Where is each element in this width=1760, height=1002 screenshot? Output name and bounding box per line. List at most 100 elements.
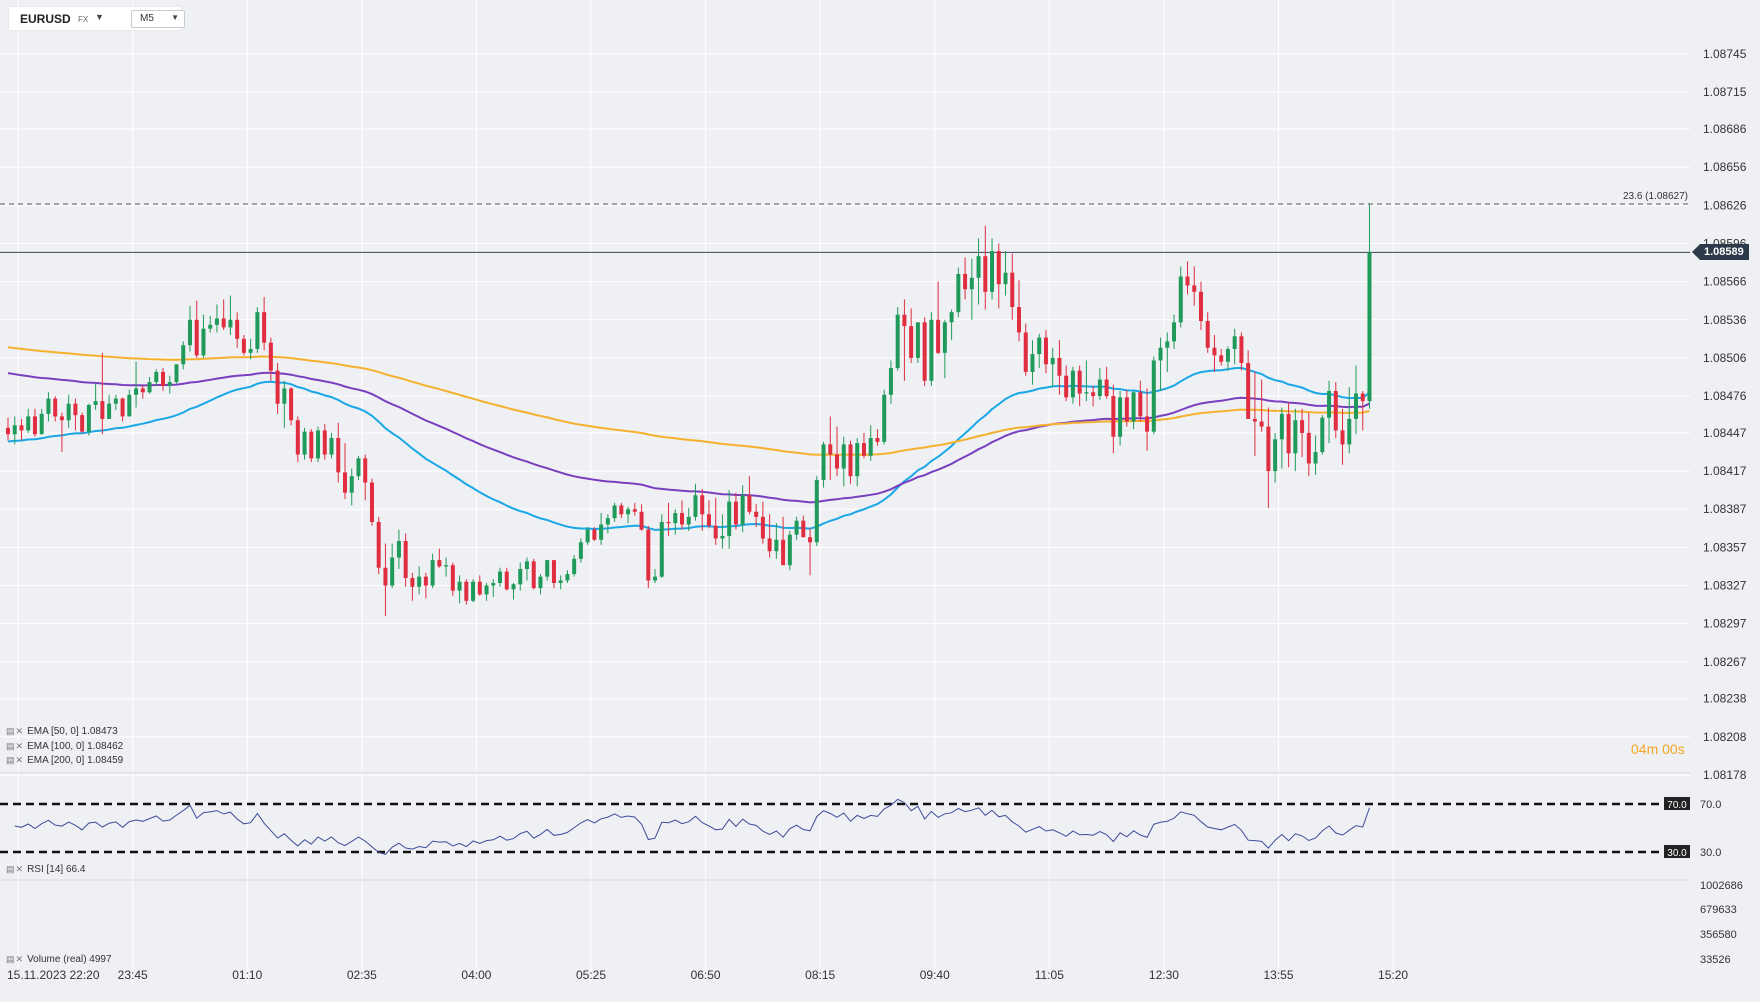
legend-ema200[interactable]: ▤✕ EMA [200, 0] 1.08459 bbox=[6, 755, 123, 766]
candle-countdown: 04m 00s bbox=[1631, 741, 1685, 757]
price-tick: 1.08447 bbox=[1703, 426, 1747, 440]
candle bbox=[531, 558, 536, 590]
candle bbox=[457, 575, 462, 604]
legend-ema100[interactable]: ▤✕ EMA [100, 0] 1.08462 bbox=[6, 741, 123, 752]
candle-body bbox=[1239, 336, 1244, 363]
candle bbox=[423, 572, 428, 599]
candle-body bbox=[996, 251, 1001, 285]
price-tick: 1.08745 bbox=[1703, 47, 1747, 61]
candle-body bbox=[1145, 416, 1150, 432]
candle bbox=[1091, 385, 1096, 407]
close-icon[interactable]: ✕ bbox=[15, 755, 24, 765]
symbol-dropdown-icon[interactable]: ▼ bbox=[95, 12, 104, 22]
settings-icon[interactable]: ▤ bbox=[6, 864, 15, 874]
candle bbox=[1279, 407, 1284, 469]
candle-body bbox=[1354, 393, 1358, 419]
candle bbox=[1273, 432, 1278, 483]
close-icon[interactable]: ✕ bbox=[15, 864, 24, 874]
candle-body bbox=[268, 342, 273, 371]
candle-body bbox=[1333, 390, 1338, 431]
candle-body bbox=[1266, 426, 1271, 472]
candle-body bbox=[316, 430, 321, 459]
candle-body bbox=[12, 425, 17, 435]
settings-icon[interactable]: ▤ bbox=[6, 954, 15, 964]
candle bbox=[1198, 281, 1203, 330]
candle-body bbox=[727, 501, 732, 536]
settings-icon[interactable]: ▤ bbox=[6, 726, 15, 736]
legend-label: EMA [200, 0] 1.08459 bbox=[27, 755, 124, 766]
price-tick: 1.08297 bbox=[1703, 617, 1747, 631]
candle bbox=[996, 243, 1001, 309]
candle bbox=[976, 238, 981, 305]
candle bbox=[956, 267, 961, 318]
time-tick: 15:20 bbox=[1378, 968, 1408, 982]
candle bbox=[39, 408, 44, 435]
candle-body bbox=[26, 416, 31, 431]
close-icon[interactable]: ✕ bbox=[15, 741, 24, 751]
candle-body bbox=[511, 584, 516, 590]
countdown-minutes-unit: m bbox=[1646, 741, 1659, 757]
candle-body bbox=[1097, 379, 1102, 397]
candle bbox=[1017, 280, 1021, 342]
candle bbox=[1151, 356, 1156, 435]
rsi-upper-tag: 70.0 bbox=[1667, 800, 1687, 811]
candle-body bbox=[1043, 337, 1048, 365]
candle bbox=[760, 501, 765, 544]
candle-body bbox=[882, 394, 887, 442]
candle bbox=[922, 317, 927, 386]
candle-body bbox=[700, 495, 705, 515]
candle bbox=[814, 476, 819, 547]
candle bbox=[295, 416, 300, 463]
candle bbox=[53, 396, 58, 422]
candle bbox=[302, 427, 307, 460]
candle-body bbox=[208, 324, 213, 329]
legend-label: EMA [100, 0] 1.08462 bbox=[27, 741, 124, 752]
candle-body bbox=[612, 505, 617, 519]
candle bbox=[113, 394, 118, 411]
candle-body bbox=[396, 541, 401, 558]
candle-body bbox=[565, 574, 570, 581]
candle-body bbox=[754, 511, 759, 517]
candle-body bbox=[1232, 336, 1237, 350]
candle bbox=[1165, 332, 1170, 372]
candle bbox=[221, 299, 226, 330]
time-tick: 15.11.2023 22:20 bbox=[7, 968, 100, 982]
candle-body bbox=[801, 520, 806, 538]
candle bbox=[181, 341, 186, 370]
ema-lines bbox=[7, 346, 1371, 531]
timeframe-select[interactable]: M5 ▼ bbox=[131, 10, 185, 28]
candle-body bbox=[336, 438, 341, 473]
candle-body bbox=[733, 501, 738, 525]
settings-icon[interactable]: ▤ bbox=[6, 741, 15, 751]
candle-body bbox=[969, 277, 974, 290]
candle-body bbox=[572, 558, 577, 575]
candle bbox=[653, 569, 658, 583]
settings-icon[interactable]: ▤ bbox=[6, 755, 15, 765]
legend-ema50[interactable]: ▤✕ EMA [50, 0] 1.08473 bbox=[6, 726, 118, 737]
candle-body bbox=[390, 557, 395, 586]
candle-body bbox=[450, 565, 455, 591]
candle-body bbox=[1070, 370, 1075, 398]
legend-rsi[interactable]: ▤✕ RSI [14] 66.4 bbox=[6, 864, 85, 875]
rsi-line bbox=[14, 798, 1370, 855]
candle-body bbox=[558, 580, 563, 583]
candle-body bbox=[585, 529, 590, 543]
close-icon[interactable]: ✕ bbox=[15, 726, 24, 736]
close-icon[interactable]: ✕ bbox=[15, 954, 24, 964]
candle bbox=[740, 485, 745, 533]
countdown-seconds: 00 bbox=[1662, 741, 1678, 757]
symbol-selector[interactable]: EURUSD FX ▼ M5 ▼ bbox=[9, 7, 185, 30]
legend-volume[interactable]: ▤✕ Volume (real) 4997 bbox=[6, 954, 112, 965]
candle-body bbox=[504, 571, 509, 590]
candle bbox=[1205, 312, 1210, 353]
price-tick: 1.08417 bbox=[1703, 464, 1747, 478]
candle-body bbox=[140, 388, 145, 393]
candle bbox=[1138, 380, 1143, 422]
candle-body bbox=[221, 318, 226, 328]
candle bbox=[1313, 435, 1318, 475]
candle bbox=[1104, 366, 1109, 399]
price-tick: 1.08178 bbox=[1703, 768, 1747, 782]
candle-body bbox=[464, 581, 469, 601]
candle bbox=[1131, 390, 1136, 430]
